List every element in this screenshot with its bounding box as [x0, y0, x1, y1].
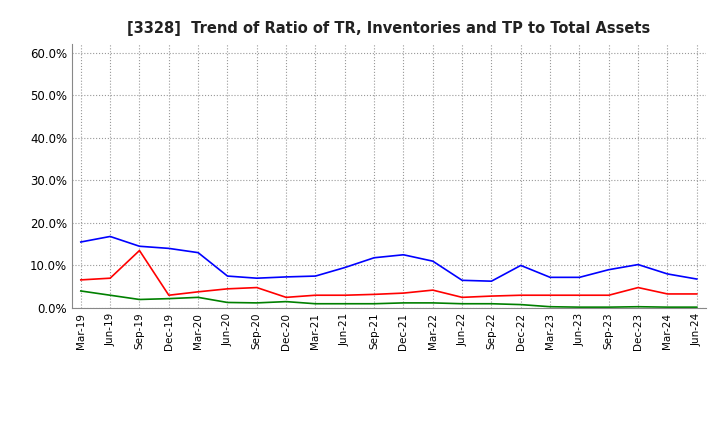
Trade Receivables — [663, 291, 672, 297]
Trade Payables — [253, 300, 261, 305]
Inventories — [693, 276, 701, 282]
Trade Receivables — [76, 277, 85, 282]
Inventories — [282, 274, 290, 279]
Inventories — [634, 262, 642, 267]
Trade Payables — [370, 301, 379, 306]
Inventories — [428, 259, 437, 264]
Trade Receivables — [135, 248, 144, 253]
Trade Receivables — [341, 293, 349, 298]
Trade Receivables — [516, 293, 525, 298]
Inventories — [605, 267, 613, 272]
Trade Payables — [223, 300, 232, 305]
Line: Trade Payables: Trade Payables — [81, 291, 697, 307]
Trade Payables — [164, 296, 173, 301]
Inventories — [370, 255, 379, 260]
Trade Receivables — [546, 293, 554, 298]
Trade Receivables — [164, 293, 173, 298]
Inventories — [135, 244, 144, 249]
Trade Payables — [311, 301, 320, 306]
Inventories — [458, 278, 467, 283]
Trade Payables — [546, 304, 554, 309]
Inventories — [223, 273, 232, 279]
Inventories — [341, 265, 349, 270]
Trade Payables — [428, 300, 437, 305]
Line: Trade Receivables: Trade Receivables — [81, 250, 697, 297]
Trade Payables — [399, 300, 408, 305]
Trade Payables — [693, 304, 701, 310]
Inventories — [516, 263, 525, 268]
Trade Payables — [106, 293, 114, 298]
Inventories — [311, 273, 320, 279]
Trade Receivables — [282, 295, 290, 300]
Inventories — [575, 275, 584, 280]
Trade Payables — [634, 304, 642, 309]
Trade Receivables — [458, 295, 467, 300]
Inventories — [194, 250, 202, 255]
Trade Payables — [135, 297, 144, 302]
Inventories — [164, 246, 173, 251]
Trade Payables — [605, 304, 613, 310]
Trade Receivables — [634, 285, 642, 290]
Trade Payables — [458, 301, 467, 306]
Trade Receivables — [399, 290, 408, 296]
Trade Payables — [575, 304, 584, 310]
Trade Payables — [663, 304, 672, 310]
Trade Receivables — [605, 293, 613, 298]
Trade Payables — [76, 288, 85, 293]
Trade Payables — [341, 301, 349, 306]
Trade Receivables — [194, 289, 202, 294]
Trade Payables — [487, 301, 496, 306]
Inventories — [106, 234, 114, 239]
Trade Payables — [282, 299, 290, 304]
Trade Receivables — [693, 291, 701, 297]
Inventories — [546, 275, 554, 280]
Trade Receivables — [575, 293, 584, 298]
Trade Receivables — [223, 286, 232, 291]
Trade Receivables — [311, 293, 320, 298]
Inventories — [253, 275, 261, 281]
Trade Receivables — [253, 285, 261, 290]
Inventories — [663, 271, 672, 277]
Inventories — [399, 252, 408, 257]
Inventories — [487, 279, 496, 284]
Trade Receivables — [106, 275, 114, 281]
Trade Receivables — [428, 287, 437, 293]
Trade Receivables — [487, 293, 496, 299]
Trade Payables — [516, 302, 525, 307]
Title: [3328]  Trend of Ratio of TR, Inventories and TP to Total Assets: [3328] Trend of Ratio of TR, Inventories… — [127, 21, 650, 36]
Line: Inventories: Inventories — [81, 236, 697, 281]
Trade Payables — [194, 295, 202, 300]
Inventories — [76, 239, 85, 245]
Trade Receivables — [370, 292, 379, 297]
